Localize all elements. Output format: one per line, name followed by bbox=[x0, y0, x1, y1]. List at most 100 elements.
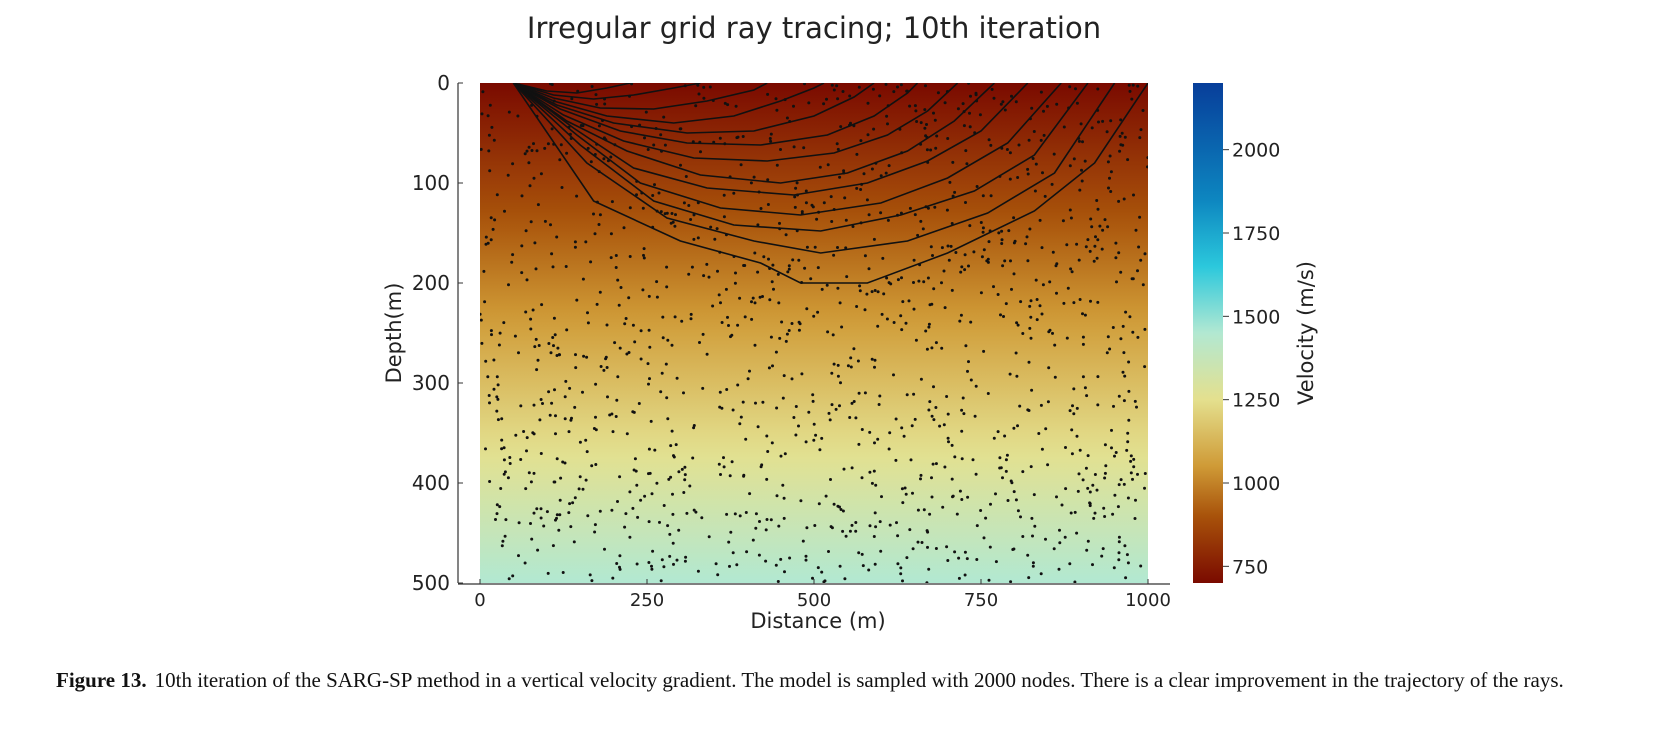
mesh-node bbox=[761, 400, 765, 404]
mesh-node bbox=[1012, 547, 1016, 551]
mesh-node bbox=[1010, 94, 1013, 98]
mesh-node bbox=[734, 104, 738, 108]
mesh-node bbox=[644, 110, 648, 114]
mesh-node bbox=[492, 358, 496, 362]
mesh-node bbox=[573, 405, 577, 409]
mesh-node bbox=[1106, 335, 1110, 339]
mesh-node bbox=[777, 524, 781, 528]
mesh-node bbox=[1081, 312, 1084, 316]
mesh-node bbox=[507, 577, 511, 581]
mesh-node bbox=[677, 470, 681, 474]
mesh-node bbox=[1146, 165, 1148, 169]
mesh-node bbox=[1042, 133, 1046, 137]
mesh-node bbox=[768, 137, 772, 140]
mesh-node bbox=[584, 240, 588, 244]
mesh-node bbox=[774, 97, 778, 101]
chart-title: Irregular grid ray tracing; 10th iterati… bbox=[527, 11, 1101, 45]
mesh-node bbox=[848, 94, 852, 98]
mesh-node bbox=[588, 573, 592, 577]
mesh-node bbox=[689, 317, 693, 321]
mesh-node bbox=[606, 395, 609, 399]
mesh-node bbox=[495, 512, 499, 516]
mesh-node bbox=[885, 317, 889, 321]
mesh-node bbox=[965, 162, 969, 166]
mesh-node bbox=[759, 207, 763, 210]
mesh-node bbox=[535, 368, 539, 372]
mesh-node bbox=[1103, 515, 1107, 518]
mesh-node bbox=[1026, 172, 1030, 176]
mesh-node bbox=[519, 404, 523, 408]
mesh-node bbox=[882, 292, 886, 296]
mesh-node bbox=[523, 152, 527, 156]
mesh-node bbox=[650, 492, 654, 496]
mesh-node bbox=[929, 245, 933, 249]
mesh-node bbox=[1030, 106, 1034, 110]
mesh-node bbox=[832, 88, 836, 92]
mesh-node bbox=[739, 163, 743, 167]
mesh-node bbox=[1048, 280, 1052, 284]
mesh-node bbox=[855, 186, 859, 190]
mesh-node bbox=[771, 263, 775, 267]
mesh-node bbox=[868, 430, 872, 434]
mesh-node bbox=[934, 547, 938, 550]
mesh-node bbox=[1141, 109, 1145, 112]
mesh-node bbox=[628, 535, 632, 539]
mesh-node bbox=[1046, 463, 1050, 467]
mesh-node bbox=[486, 375, 490, 379]
mesh-node bbox=[1119, 337, 1123, 341]
mesh-node bbox=[813, 524, 817, 527]
mesh-node bbox=[774, 563, 778, 567]
mesh-node bbox=[1012, 490, 1016, 494]
mesh-node bbox=[496, 418, 500, 422]
mesh-node bbox=[684, 555, 688, 559]
mesh-node bbox=[500, 447, 504, 451]
mesh-node bbox=[692, 426, 696, 430]
mesh-node bbox=[916, 233, 920, 237]
mesh-node bbox=[524, 310, 528, 314]
mesh-node bbox=[1136, 472, 1139, 476]
mesh-node bbox=[609, 155, 613, 159]
mesh-node bbox=[932, 111, 935, 115]
mesh-node bbox=[504, 518, 508, 522]
mesh-node bbox=[665, 265, 669, 269]
mesh-node bbox=[558, 513, 562, 517]
mesh-node bbox=[1053, 375, 1057, 379]
mesh-node bbox=[1031, 564, 1035, 568]
mesh-node bbox=[807, 101, 811, 105]
mesh-node bbox=[1008, 372, 1012, 376]
mesh-node bbox=[856, 359, 860, 363]
mesh-node bbox=[1084, 466, 1088, 470]
mesh-node bbox=[791, 258, 795, 262]
mesh-node bbox=[574, 353, 577, 357]
mesh-node bbox=[1101, 119, 1105, 123]
mesh-node bbox=[1053, 343, 1057, 347]
mesh-node bbox=[908, 528, 912, 532]
mesh-node bbox=[594, 428, 598, 432]
mesh-node bbox=[702, 85, 706, 89]
mesh-node bbox=[1064, 487, 1068, 491]
mesh-node bbox=[733, 281, 737, 285]
mesh-node bbox=[815, 217, 819, 221]
mesh-node bbox=[1116, 505, 1120, 509]
mesh-node bbox=[692, 213, 696, 217]
mesh-node bbox=[1110, 428, 1113, 432]
mesh-node bbox=[1095, 256, 1099, 260]
mesh-node bbox=[1083, 313, 1087, 317]
mesh-node bbox=[502, 321, 506, 325]
mesh-node bbox=[805, 245, 809, 249]
mesh-node bbox=[609, 232, 613, 236]
mesh-node bbox=[974, 472, 978, 476]
mesh-node bbox=[630, 83, 634, 86]
mesh-node bbox=[980, 255, 984, 259]
mesh-node bbox=[1064, 446, 1067, 449]
mesh-node bbox=[1118, 134, 1122, 138]
mesh-node bbox=[802, 146, 806, 150]
mesh-node bbox=[1000, 242, 1004, 245]
ray-path bbox=[512, 83, 1062, 216]
mesh-node bbox=[767, 366, 771, 370]
mesh-node bbox=[1096, 87, 1100, 91]
mesh-node bbox=[731, 408, 735, 412]
mesh-node bbox=[1101, 228, 1105, 232]
mesh-node bbox=[792, 104, 795, 108]
mesh-node bbox=[1021, 535, 1025, 538]
